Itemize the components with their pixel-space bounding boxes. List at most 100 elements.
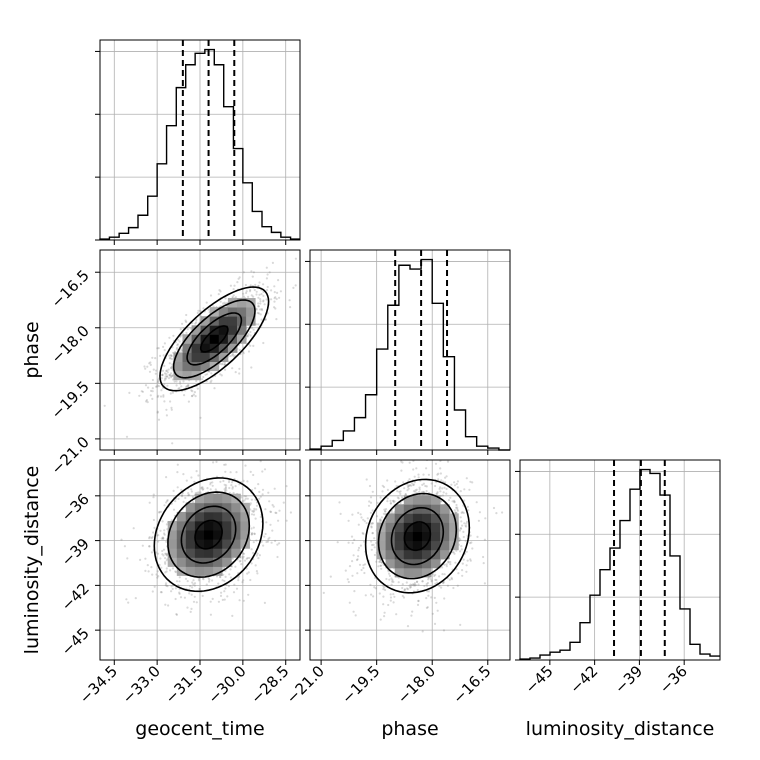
scatter-point <box>157 418 161 421</box>
scatter-point <box>162 354 165 357</box>
scatter-point <box>193 582 197 585</box>
scatter-point <box>175 613 178 616</box>
scatter-point <box>172 489 175 492</box>
scatter-point <box>210 379 213 382</box>
scatter-point <box>192 393 195 396</box>
scatter-point <box>238 599 241 602</box>
scatter-point <box>255 308 258 311</box>
scatter-point <box>396 496 399 499</box>
scatter-point <box>442 629 446 632</box>
scatter-point <box>170 355 173 358</box>
density-cell <box>185 502 196 513</box>
density-cell <box>376 531 386 542</box>
scatter-point <box>176 343 179 346</box>
scatter-point <box>430 482 433 485</box>
scatter-point <box>225 305 228 308</box>
scatter-point <box>175 580 179 583</box>
scatter-point <box>161 520 164 523</box>
scatter-point <box>351 513 354 516</box>
scatter-point <box>263 601 266 605</box>
scatter-point <box>252 513 256 516</box>
scatter-point <box>175 380 178 383</box>
scatter-point <box>399 501 402 505</box>
density-cell <box>403 495 414 505</box>
density-cell <box>431 495 441 505</box>
scatter-point <box>229 284 232 287</box>
scatter-point <box>209 600 212 603</box>
scatter-point <box>466 505 469 508</box>
scatter-point <box>258 281 261 284</box>
scatter-point <box>180 334 183 337</box>
scatter-point <box>223 301 226 304</box>
scatter-point <box>401 583 404 586</box>
scatter-point <box>378 560 381 564</box>
scatter-point <box>209 613 212 616</box>
scatter-point <box>386 479 389 482</box>
scatter-point <box>168 357 171 360</box>
scatter-point <box>230 354 233 357</box>
scatter-point <box>433 596 436 600</box>
scatter-point <box>389 502 392 505</box>
scatter-point <box>364 594 367 597</box>
scatter-point <box>250 533 253 536</box>
scatter-point <box>390 511 394 514</box>
scatter-point <box>156 384 159 387</box>
scatter-point <box>242 555 245 558</box>
scatter-point <box>224 457 226 459</box>
scatter-point <box>144 367 147 370</box>
x-tick-label: −34.5 <box>76 662 121 707</box>
density-cell <box>222 502 232 513</box>
scatter-point <box>163 342 166 345</box>
density-cell <box>431 504 441 514</box>
scatter-point <box>259 300 262 303</box>
scatter-point <box>265 521 268 524</box>
scatter-point <box>406 489 409 492</box>
scatter-point <box>285 519 288 522</box>
scatter-point <box>434 573 437 577</box>
scatter-point <box>206 487 209 490</box>
scatter-point <box>273 297 276 300</box>
scatter-point <box>427 578 430 581</box>
scatter-point <box>276 291 279 294</box>
scatter-point <box>409 585 412 589</box>
scatter-point <box>233 284 236 287</box>
scatter-point <box>279 290 282 293</box>
scatter-point <box>168 336 171 339</box>
scatter-point <box>444 481 447 484</box>
scatter-point <box>338 501 341 504</box>
scatter-point <box>446 460 450 463</box>
scatter-point <box>186 606 189 609</box>
scatter-point <box>447 560 450 563</box>
scatter-point <box>257 305 260 308</box>
density-cell <box>213 502 223 513</box>
scatter-point <box>409 484 412 487</box>
scatter-point <box>224 489 227 492</box>
scatter-point <box>219 480 222 483</box>
density-cell <box>204 548 214 558</box>
density-cell <box>231 511 241 522</box>
scatter-point <box>461 510 464 514</box>
y-tick-label: −36 <box>58 490 93 525</box>
scatter-point <box>449 563 452 566</box>
scatter-point <box>134 597 137 600</box>
density-cell <box>385 540 396 551</box>
scatter-point <box>401 586 404 590</box>
scatter-point <box>425 584 429 587</box>
scatter-point <box>229 471 232 474</box>
scatter-point <box>403 487 406 490</box>
scatter-point <box>401 461 404 464</box>
scatter-point <box>157 378 160 381</box>
scatter-point <box>471 547 474 550</box>
scatter-point <box>413 475 416 478</box>
density-cell <box>422 549 432 560</box>
scatter-point <box>460 527 463 530</box>
scatter-point <box>154 357 157 360</box>
scatter-point <box>417 476 420 479</box>
scatter-point <box>386 488 389 491</box>
scatter-point <box>406 485 409 488</box>
scatter-point <box>454 511 457 514</box>
density-cell <box>440 549 450 560</box>
scatter-point <box>186 384 190 387</box>
scatter-point <box>170 408 173 411</box>
scatter-point <box>243 499 246 502</box>
